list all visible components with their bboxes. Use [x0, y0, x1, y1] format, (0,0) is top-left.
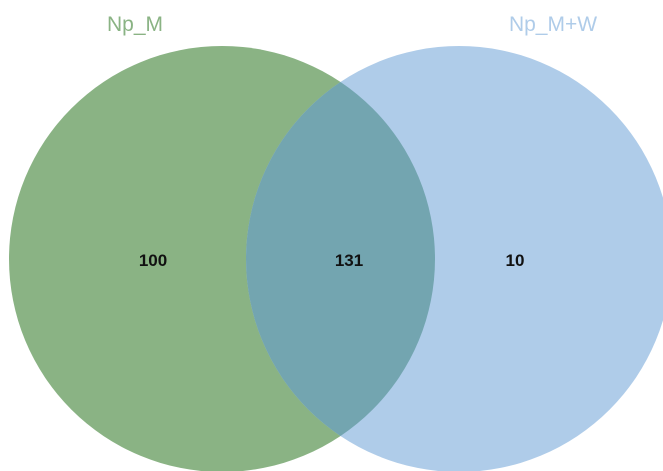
set-label-np-m: Np_M [107, 13, 163, 36]
set-label-np-m-w: Np_M+W [509, 13, 597, 36]
count-intersection: 131 [335, 251, 363, 270]
count-left-only: 100 [139, 251, 167, 270]
count-right-only: 10 [506, 251, 525, 270]
intersection-region [246, 46, 435, 471]
